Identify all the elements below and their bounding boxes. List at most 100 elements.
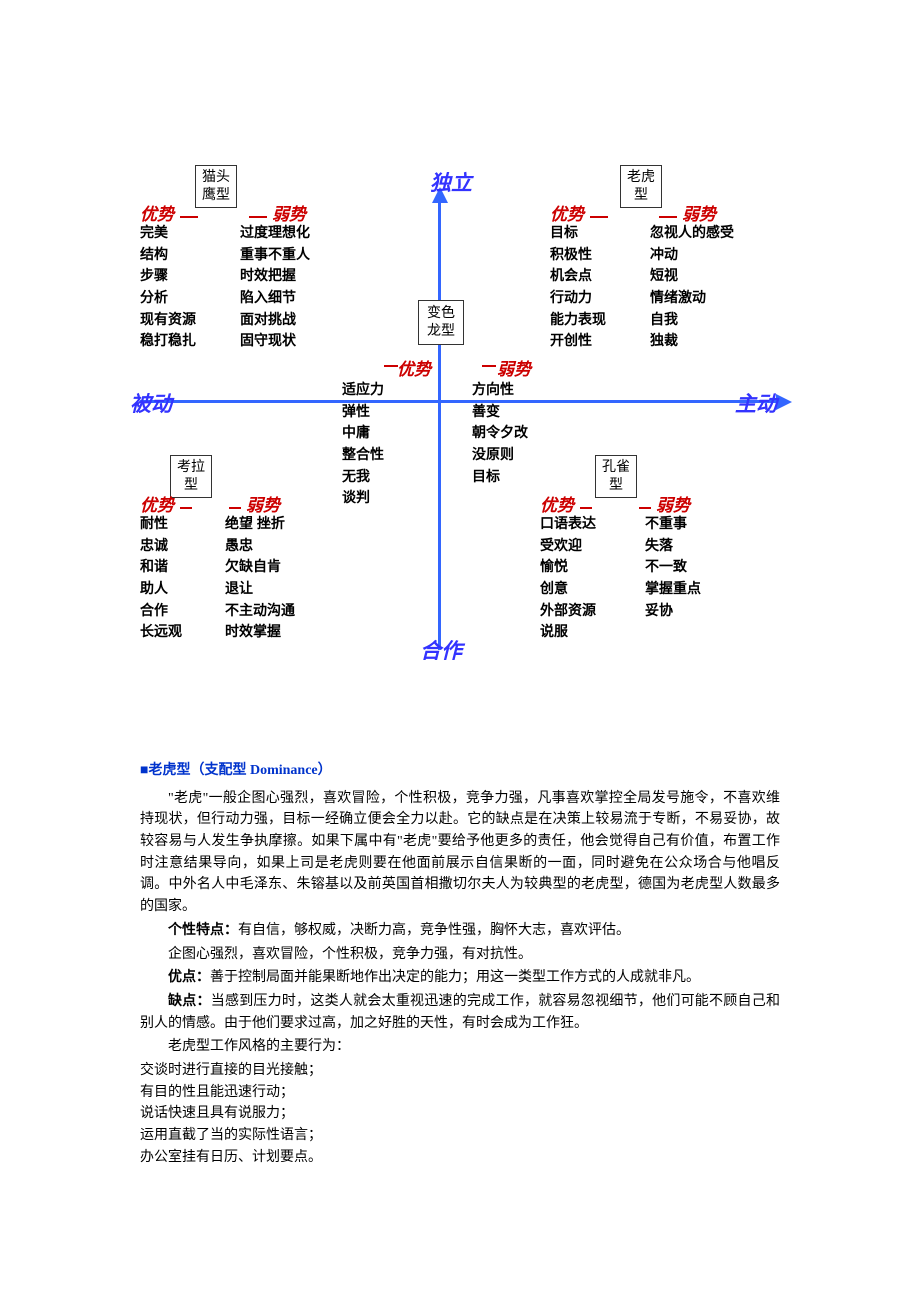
list-item: 口语表达: [540, 513, 645, 535]
list-item: 不重事: [645, 513, 701, 535]
dash-icon: [590, 216, 608, 218]
list-item: 陷入细节: [240, 287, 310, 309]
list-item: 和谐: [140, 556, 225, 578]
list-item: 无我: [342, 466, 472, 488]
cons-text: 当感到压力时，这类人就会太重视迅速的完成工作，就容易忽视细节，他们可能不顾自己和…: [140, 994, 780, 1031]
section-title: ■老虎型（支配型 Dominance）: [140, 760, 780, 782]
tiger-dis-label: 弱势: [682, 200, 716, 225]
dash-icon: [180, 216, 198, 218]
quadrant-chameleon: 优势 弱势 适应力 弹性 中庸 整合性 无我 谈判 方向性 善变 朝令夕改: [342, 355, 602, 509]
dash-icon: [580, 507, 592, 509]
paragraph-extra: 企图心强烈，喜欢冒险，个性积极，竞争力强，有对抗性。: [140, 944, 780, 966]
x-axis-arrow-icon: [776, 394, 792, 410]
chameleon-adv-list: 适应力 弹性 中庸 整合性 无我 谈判: [342, 379, 472, 509]
behaviors-list: 交谈时进行直接的目光接触； 有目的性且能迅速行动； 说话快速且具有说服力； 运用…: [140, 1060, 780, 1168]
list-item: 时效把握: [240, 265, 310, 287]
owl-adv-list: 完美 结构 步骤 分析 现有资源 稳打稳扎: [140, 222, 240, 352]
tiger-dis-list: 忽视人的感受 冲动 短视 情绪激动 自我 独裁: [650, 222, 734, 352]
tiger-adv-label: 优势: [550, 200, 584, 225]
dash-icon: [180, 507, 192, 509]
list-item: 没原则: [472, 444, 528, 466]
koala-title-row: 优势 弱势: [140, 491, 390, 511]
list-item: 交谈时进行直接的目光接触；: [140, 1060, 780, 1082]
dash-icon: [639, 507, 651, 509]
list-item: 说服: [540, 621, 645, 643]
owl-adv-label: 优势: [140, 200, 174, 225]
cons-label: 缺点：: [168, 994, 211, 1009]
quadrant-owl: 优势 弱势 完美 结构 步骤 分析 现有资源 稳打稳扎 过度理想化 重事不重人: [140, 200, 390, 352]
list-item: 失落: [645, 535, 701, 557]
axis-label-top: 独立: [430, 167, 472, 197]
list-item: 忽视人的感受: [650, 222, 734, 244]
list-item: 固守现状: [240, 330, 310, 352]
owl-dis-label: 弱势: [272, 200, 306, 225]
dash-icon: [249, 216, 267, 218]
list-item: 有目的性且能迅速行动；: [140, 1082, 780, 1104]
list-item: 现有资源: [140, 309, 240, 331]
paragraph-intro: "老虎"一般企图心强烈，喜欢冒险，个性积极，竞争力强，凡事喜欢掌控全局发号施令，…: [140, 788, 780, 918]
behavior-title: 老虎型工作风格的主要行为：: [140, 1036, 780, 1058]
list-item: 中庸: [342, 422, 472, 444]
list-item: 绝望 挫折: [225, 513, 295, 535]
list-item: 时效掌握: [225, 621, 295, 643]
list-item: 弹性: [342, 401, 472, 423]
list-item: 机会点: [550, 265, 650, 287]
tiger-title-row: 优势 弱势: [550, 200, 810, 220]
owl-title-row: 优势 弱势: [140, 200, 390, 220]
list-item: 自我: [650, 309, 734, 331]
peacock-adv-list: 口语表达 受欢迎 愉悦 创意 外部资源 说服: [540, 513, 645, 643]
dash-icon: [384, 365, 398, 367]
list-item: 善变: [472, 401, 528, 423]
quadrant-peacock: 优势 弱势 口语表达 受欢迎 愉悦 创意 外部资源 说服 不重事 失落: [540, 491, 800, 643]
paragraph-traits: 个性特点：有自信，够权威，决断力高，竞争性强，胸怀大志，喜欢评估。: [140, 920, 780, 942]
page: 独立 合作 被动 主动 猫头 鹰型 优势 弱势 完美 结构 步骤 分析 现有资源: [0, 0, 920, 1302]
list-item: 外部资源: [540, 600, 645, 622]
list-item: 退让: [225, 578, 295, 600]
list-item: 不主动沟通: [225, 600, 295, 622]
dash-icon: [229, 507, 241, 509]
list-item: 运用直截了当的实际性语言；: [140, 1125, 780, 1147]
personality-diagram: 独立 合作 被动 主动 猫头 鹰型 优势 弱势 完美 结构 步骤 分析 现有资源: [140, 175, 780, 655]
list-item: 稳打稳扎: [140, 330, 240, 352]
chameleon-adv-label: 优势: [397, 355, 431, 380]
dash-icon: [659, 216, 677, 218]
owl-dis-list: 过度理想化 重事不重人 时效把握 陷入细节 面对挑战 固守现状: [240, 222, 310, 352]
koala-dis-label: 弱势: [246, 491, 280, 516]
traits-label: 个性特点：: [168, 923, 238, 938]
list-item: 适应力: [342, 379, 472, 401]
list-item: 步骤: [140, 265, 240, 287]
list-item: 分析: [140, 287, 240, 309]
pros-label: 优点：: [168, 970, 210, 985]
chameleon-dis-label: 弱势: [497, 355, 531, 380]
list-item: 合作: [140, 600, 225, 622]
list-item: 能力表现: [550, 309, 650, 331]
list-item: 过度理想化: [240, 222, 310, 244]
list-item: 妥协: [645, 600, 701, 622]
list-item: 重事不重人: [240, 244, 310, 266]
list-item: 愉悦: [540, 556, 645, 578]
axis-label-left: 被动: [130, 388, 172, 418]
list-item: 积极性: [550, 244, 650, 266]
pros-text: 善于控制局面并能果断地作出决定的能力；用这一类型工作方式的人成就非凡。: [210, 970, 700, 985]
list-item: 创意: [540, 578, 645, 600]
list-item: 情绪激动: [650, 287, 734, 309]
traits-text: 有自信，够权威，决断力高，竞争性强，胸怀大志，喜欢评估。: [238, 923, 630, 938]
peacock-dis-list: 不重事 失落 不一致 掌握重点 妥协: [645, 513, 701, 643]
list-item: 忠诚: [140, 535, 225, 557]
koala-adv-label: 优势: [140, 491, 174, 516]
list-item: 说话快速且具有说服力；: [140, 1103, 780, 1125]
list-item: 完美: [140, 222, 240, 244]
peacock-adv-label: 优势: [540, 491, 574, 516]
list-item: 行动力: [550, 287, 650, 309]
list-item: 方向性: [472, 379, 528, 401]
list-item: 长远观: [140, 621, 225, 643]
peacock-dis-label: 弱势: [656, 491, 690, 516]
list-item: 结构: [140, 244, 240, 266]
list-item: 办公室挂有日历、计划要点。: [140, 1147, 780, 1169]
chameleon-dis-list: 方向性 善变 朝令夕改 没原则 目标: [472, 379, 528, 509]
list-item: 欠缺自肯: [225, 556, 295, 578]
list-item: 整合性: [342, 444, 472, 466]
list-item: 开创性: [550, 330, 650, 352]
paragraph-cons: 缺点：当感到压力时，这类人就会太重视迅速的完成工作，就容易忽视细节，他们可能不顾…: [140, 991, 780, 1034]
type-box-chameleon: 变色 龙型: [418, 300, 464, 345]
